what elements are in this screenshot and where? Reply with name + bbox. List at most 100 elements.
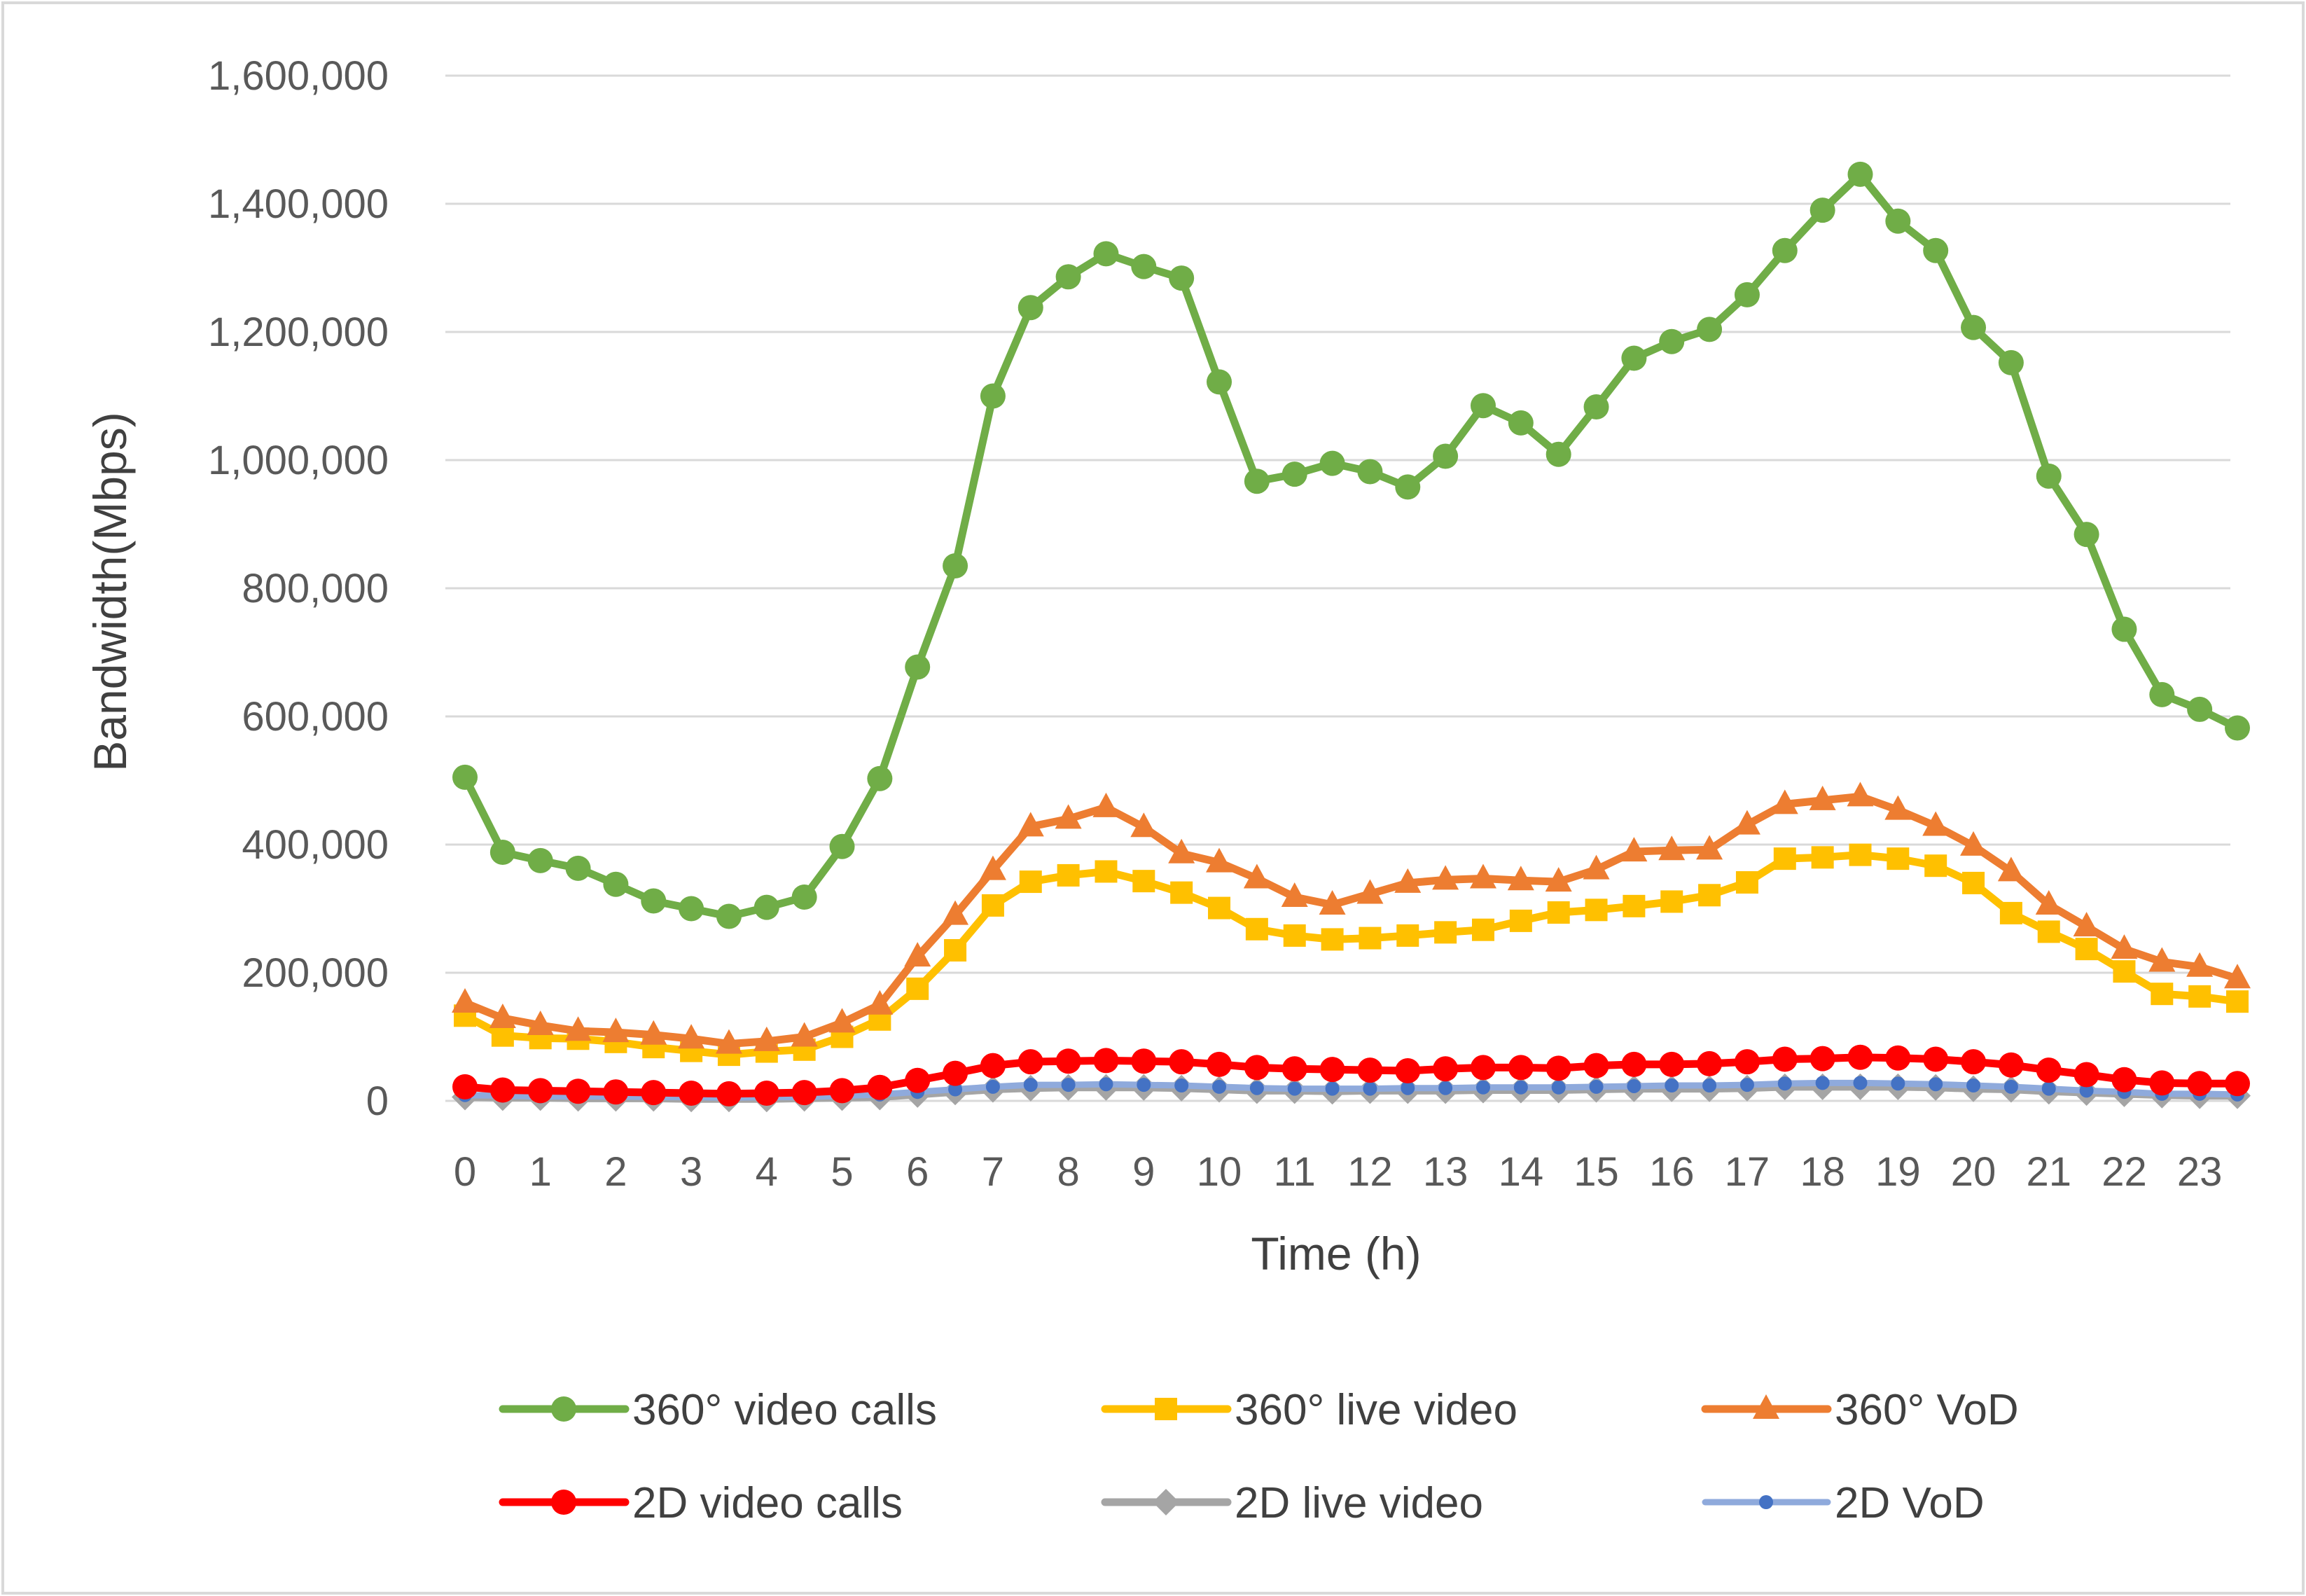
data-point <box>1734 1049 1760 1075</box>
legend-item-360-video-calls: 360° video calls <box>499 1386 937 1434</box>
x-tick-label: 19 <box>1875 1149 1921 1195</box>
legend-label: 360° video calls <box>632 1386 937 1434</box>
data-point <box>1432 865 1459 890</box>
data-point <box>1321 928 1344 951</box>
legend-label: 2D video calls <box>632 1479 903 1527</box>
data-point <box>2226 990 2249 1013</box>
data-point <box>1208 896 1231 920</box>
data-point <box>603 1079 629 1105</box>
data-point <box>1131 254 1157 279</box>
legend-marker <box>1153 1489 1179 1515</box>
data-point <box>1961 314 1987 340</box>
data-point <box>716 903 742 929</box>
data-point <box>1508 1055 1534 1081</box>
data-point <box>1282 1056 1307 1082</box>
series-2d-video-calls <box>452 1044 2250 1106</box>
data-point <box>1093 1048 1119 1074</box>
data-point <box>980 1053 1006 1078</box>
data-point <box>1507 866 1534 891</box>
data-point <box>2148 947 2176 972</box>
x-tick-label: 15 <box>1574 1149 1619 1195</box>
data-point <box>1471 918 1494 941</box>
data-point <box>1357 1057 1383 1083</box>
data-point <box>715 1029 742 1054</box>
data-point <box>2186 952 2214 977</box>
data-point <box>2111 934 2138 959</box>
y-tick-label: 1,200,000 <box>208 310 389 355</box>
data-point <box>1589 1079 1604 1094</box>
data-point <box>564 1016 592 1041</box>
data-point <box>1658 835 1686 861</box>
y-axis-ticks: 0 200,000 400,000 600,000 800,000 1,000,000 1,… <box>208 53 389 1124</box>
data-point <box>2111 1067 2137 1092</box>
data-point <box>1739 1078 1754 1092</box>
data-point <box>1621 1051 1647 1077</box>
data-point <box>452 1074 478 1099</box>
data-point <box>1962 871 1985 894</box>
data-point <box>2037 920 2060 943</box>
data-point <box>906 977 929 1000</box>
data-point <box>641 1080 667 1106</box>
data-point <box>905 1067 931 1093</box>
data-point <box>2073 912 2100 937</box>
x-tick-label: 6 <box>906 1149 929 1195</box>
data-point <box>1283 924 1306 947</box>
data-point <box>1017 1049 1043 1075</box>
data-point <box>753 894 779 920</box>
data-point <box>452 988 478 1013</box>
data-point <box>1206 847 1233 873</box>
data-point <box>1961 1049 1987 1075</box>
data-point <box>489 1003 516 1028</box>
data-point <box>1019 870 1042 894</box>
data-point <box>1169 265 1195 291</box>
data-point <box>1772 1046 1798 1072</box>
data-point <box>1170 881 1193 904</box>
data-point <box>828 1008 856 1033</box>
x-tick-label: 7 <box>982 1149 1004 1195</box>
data-point <box>791 1080 817 1106</box>
data-point <box>1771 789 1798 814</box>
data-point <box>1131 1048 1157 1074</box>
data-point <box>1513 1080 1528 1095</box>
data-point <box>1243 863 1270 889</box>
data-point <box>1734 282 1760 307</box>
data-point <box>491 1024 514 1047</box>
x-tick-label: 12 <box>1347 1149 1393 1195</box>
x-tick-label: 3 <box>680 1149 702 1195</box>
data-point <box>1665 1078 1679 1093</box>
data-point <box>944 938 967 962</box>
legend-marker <box>1155 1398 1177 1420</box>
data-point <box>1847 782 1874 807</box>
data-point <box>1207 369 1232 395</box>
data-point <box>1623 894 1646 917</box>
data-point <box>1055 264 1081 290</box>
y-axis-title: Bandwidth(Mbps) <box>84 412 136 772</box>
y-tick-label: 1,400,000 <box>208 181 389 227</box>
data-point <box>2041 1081 2056 1096</box>
data-point <box>640 1020 667 1045</box>
data-point <box>1999 901 2022 924</box>
data-point <box>1057 863 1080 887</box>
data-point <box>1395 1057 1421 1083</box>
data-point <box>1470 1055 1496 1081</box>
data-point <box>1061 1078 1076 1092</box>
y-tick-label: 400,000 <box>242 822 389 868</box>
data-point <box>753 1081 779 1106</box>
data-point <box>943 553 968 578</box>
data-point <box>1245 917 1268 941</box>
data-point <box>2111 616 2137 642</box>
data-point <box>1660 890 1683 913</box>
data-point <box>1885 1045 1911 1071</box>
data-point <box>1207 1051 1232 1077</box>
data-point <box>1847 161 1873 187</box>
x-tick-label: 5 <box>831 1149 853 1195</box>
data-point <box>1433 443 1459 469</box>
data-point <box>980 383 1006 409</box>
data-point <box>489 1077 515 1103</box>
data-point <box>1627 1078 1641 1093</box>
data-point <box>1546 1055 1571 1081</box>
data-point <box>1396 924 1419 947</box>
data-point <box>1891 1076 1905 1091</box>
data-point <box>1884 795 1912 820</box>
